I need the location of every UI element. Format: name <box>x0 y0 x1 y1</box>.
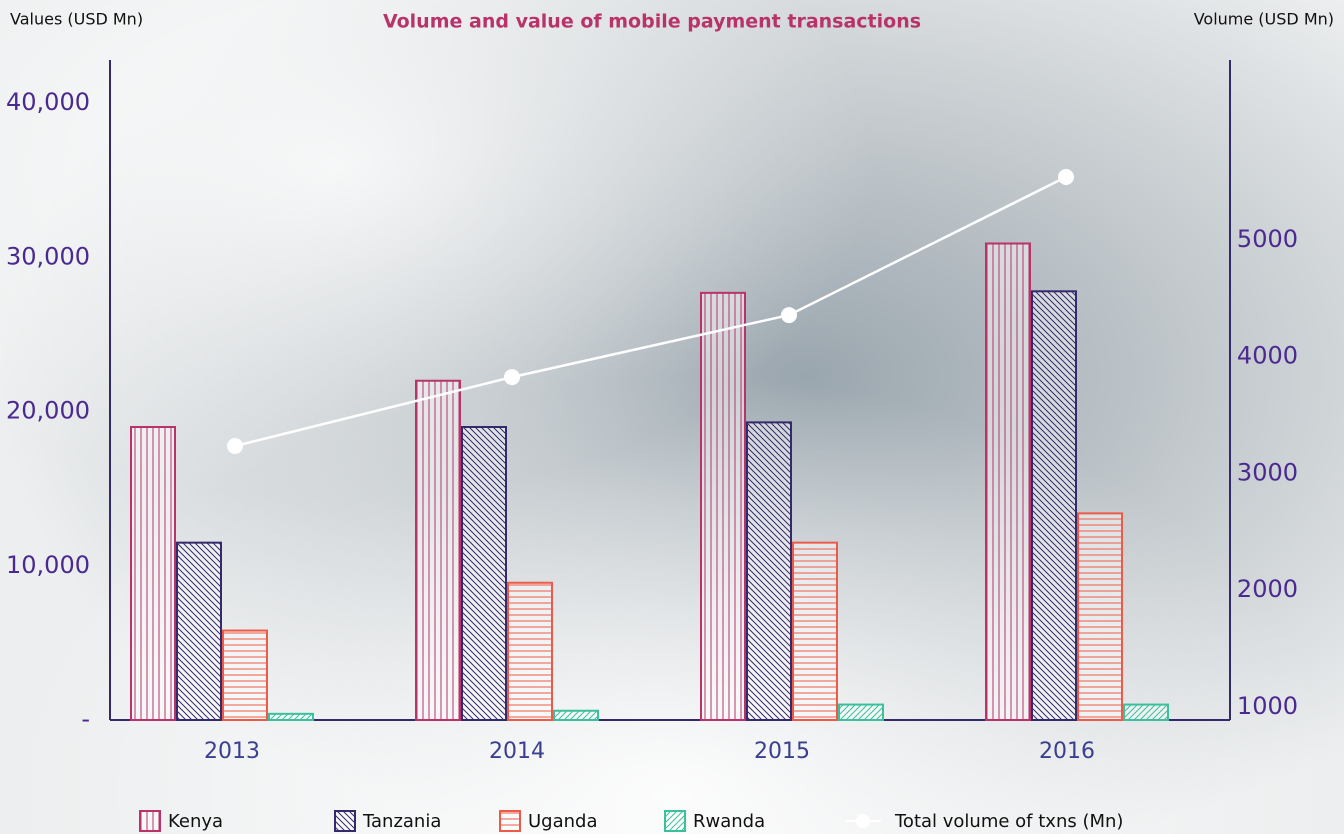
chart-title: Volume and value of mobile payment trans… <box>383 11 921 33</box>
bar <box>222 629 268 721</box>
legend-marker <box>856 814 870 828</box>
line <box>234 175 1067 448</box>
bar <box>176 541 222 722</box>
y2-tick-label: 4000 <box>1237 342 1298 370</box>
legend-label: Total volume of txns (Mn) <box>894 811 1123 832</box>
y-tick-label: 40,000 <box>6 88 90 116</box>
bar <box>130 426 176 721</box>
bar <box>1031 290 1077 721</box>
bar <box>553 709 599 722</box>
bar <box>1077 512 1123 722</box>
bar <box>268 712 314 722</box>
bar <box>792 541 838 722</box>
legend-label: Tanzania <box>362 811 441 832</box>
line-point <box>504 369 520 386</box>
x-tick-label: 2015 <box>754 739 810 764</box>
y2-tick-label: 5000 <box>1237 225 1298 253</box>
legend-swatch <box>664 810 686 832</box>
y-axis-title: Values (USD Mn) <box>10 10 143 29</box>
bar <box>746 421 792 721</box>
legend-swatch <box>334 810 356 832</box>
line-point <box>781 307 797 324</box>
bar <box>985 242 1031 721</box>
bar <box>415 379 461 721</box>
bar <box>838 703 884 722</box>
line-point <box>227 438 243 455</box>
bar <box>461 426 507 721</box>
y-tick-label: 30,000 <box>6 242 90 270</box>
y-tick-label: - <box>81 705 90 733</box>
bar <box>507 581 553 722</box>
y-tick-label: 20,000 <box>6 397 90 425</box>
legend-swatch <box>139 810 161 832</box>
bar <box>700 291 746 721</box>
y2-tick-label: 2000 <box>1237 575 1298 603</box>
x-tick-label: 2013 <box>204 739 260 764</box>
y2-tick-label: 1000 <box>1237 692 1298 720</box>
x-tick-label: 2014 <box>489 739 545 764</box>
legend-label: Kenya <box>168 811 223 832</box>
bar <box>1123 703 1169 722</box>
y2-tick-label: 3000 <box>1237 458 1298 486</box>
legend-label: Uganda <box>528 811 598 832</box>
legend-swatch <box>499 810 521 832</box>
y2-axis-title: Volume (USD Mn) <box>1194 10 1334 29</box>
y-tick-label: 10,000 <box>6 551 90 579</box>
x-tick-label: 2016 <box>1039 739 1095 764</box>
line-point <box>1058 169 1074 186</box>
legend-label: Rwanda <box>693 811 765 832</box>
